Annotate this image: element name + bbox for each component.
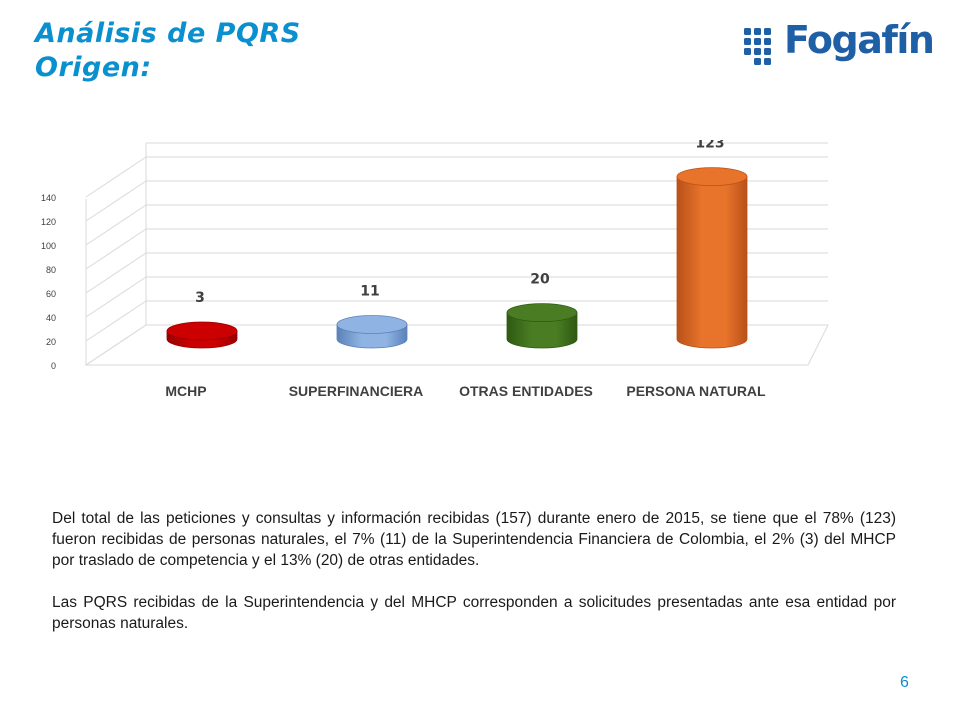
bar-top	[506, 303, 578, 323]
y-tick-label: 120	[41, 217, 56, 227]
paragraph-summary: Del total de las peticiones y consultas …	[52, 510, 896, 569]
bar	[676, 176, 748, 349]
gridline-side	[85, 156, 147, 198]
bar	[506, 312, 578, 349]
bar-top	[676, 167, 748, 187]
y-tick-label: 80	[46, 265, 56, 275]
logo-dots-icon	[744, 28, 771, 65]
x-tick-label: OTRAS ENTIDADES	[459, 383, 593, 399]
title-line-2: Origen:	[35, 52, 152, 83]
gridline-side	[85, 252, 147, 294]
y-tick-label: 0	[51, 361, 56, 371]
bar-top	[336, 315, 408, 334]
page-number: 6	[900, 674, 909, 691]
data-label: 3	[195, 290, 205, 306]
y-tick-label: 60	[46, 289, 56, 299]
fogafin-logo: Fogafín	[744, 18, 940, 74]
gridline-side	[85, 180, 147, 222]
title-line-1: Análisis de PQRS	[35, 18, 301, 49]
origin-bar-chart: 0 20 40 60 80 100 120 140 3 MCHP 11 SUPERFINANCIERA…	[41, 140, 829, 399]
data-label: 20	[530, 272, 550, 288]
y-tick-label: 20	[46, 337, 56, 347]
logo-text: Fogafín	[784, 18, 935, 62]
y-tick-label: 100	[41, 241, 56, 251]
gridline-side	[85, 276, 147, 318]
gridline-side	[85, 324, 147, 366]
x-tick-label: MCHP	[165, 383, 206, 399]
bar-top	[166, 321, 238, 341]
data-label: 11	[360, 283, 379, 299]
x-tick-label: PERSONA NATURAL	[626, 383, 766, 399]
gridline-side	[85, 300, 147, 342]
gridline-side	[85, 204, 147, 246]
data-label: 123	[695, 140, 724, 152]
paragraph-note: Las PQRS recibidas de la Superintendenci…	[52, 594, 896, 632]
body-text: Del total de las peticiones y consultas …	[52, 508, 896, 655]
y-tick-label: 140	[41, 193, 56, 203]
x-tick-label: SUPERFINANCIERA	[289, 383, 424, 399]
page-title: Análisis de PQRS Origen:	[35, 17, 301, 85]
gridline-side	[85, 228, 147, 270]
y-tick-label: 40	[46, 313, 56, 323]
